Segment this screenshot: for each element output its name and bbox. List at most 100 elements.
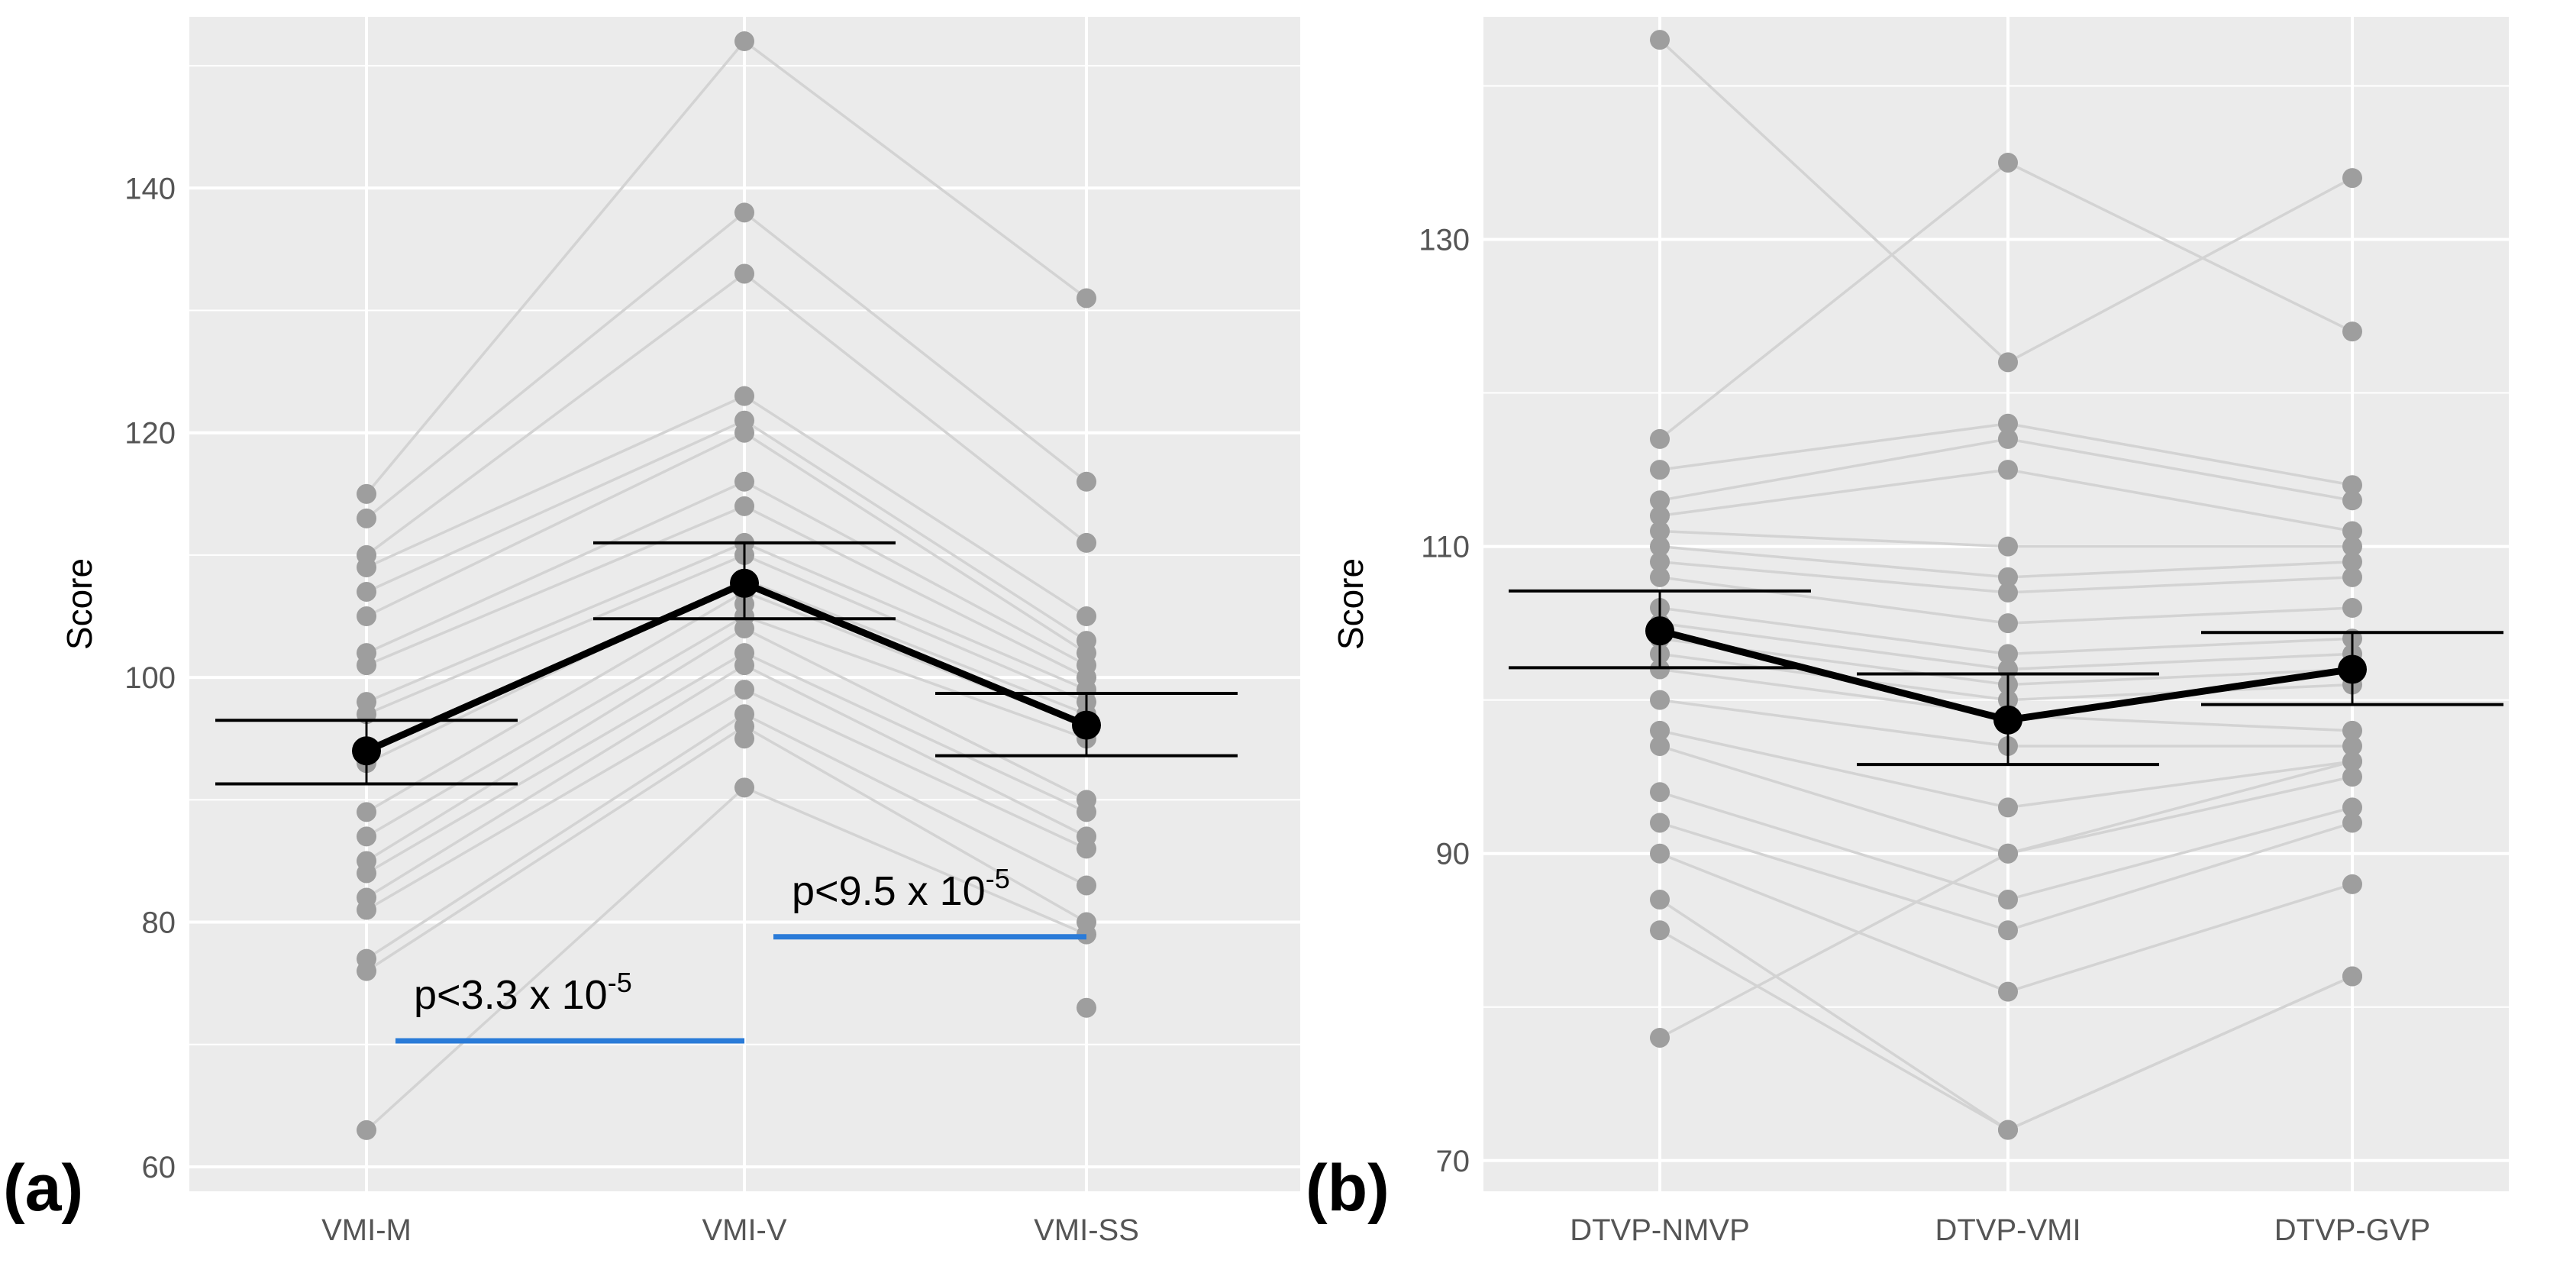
subject-point [1998, 613, 2018, 633]
panel-a: 60 80 100 120 140 VMI-M VMI-V VMI-SS Score p<3.3 … [3, 17, 1300, 1247]
subject-point [1650, 844, 1670, 864]
y-tick-label: 100 [124, 661, 176, 695]
mean-point [1993, 706, 2022, 735]
subject-point [1077, 472, 1096, 492]
p-value-exponent: -5 [986, 863, 1010, 894]
subject-point [734, 496, 754, 516]
y-tick-label: 70 [1436, 1145, 1470, 1178]
panel-b: 70 90 110 130 DTVP-NMVP DTVP-VMI DTVP-GVP Score… [1306, 17, 2509, 1247]
subject-point [1650, 567, 1670, 587]
p-value-label: p<9.5 x 10-5 [792, 863, 1010, 914]
subject-point [1077, 288, 1096, 308]
subject-point [734, 263, 754, 283]
subject-point [2342, 751, 2362, 771]
panel-label: (a) [3, 1152, 83, 1225]
subject-point [734, 472, 754, 492]
subject-point [1650, 782, 1670, 802]
y-tick-label: 80 [142, 906, 176, 940]
subject-point [1650, 1028, 1670, 1048]
subject-point [1998, 982, 2018, 1002]
subject-point [2342, 490, 2362, 510]
subject-point [2342, 967, 2362, 987]
subject-point [734, 777, 754, 797]
subject-point [2342, 321, 2362, 341]
y-tick-label: 60 [142, 1151, 176, 1184]
p-value-label: p<3.3 x 10-5 [414, 967, 632, 1018]
subject-point [1998, 797, 2018, 817]
subject-point [1998, 537, 2018, 557]
subject-point [734, 202, 754, 222]
p-value-exponent: -5 [608, 967, 632, 998]
subject-point [2342, 874, 2362, 894]
subject-point [1998, 844, 2018, 864]
subject-point [1998, 583, 2018, 603]
subject-point [734, 655, 754, 675]
subject-point [734, 729, 754, 748]
subject-point [2342, 813, 2362, 832]
subject-point [1650, 736, 1670, 756]
subject-point [1998, 460, 2018, 480]
subject-point [1998, 352, 2018, 372]
subject-point [734, 31, 754, 51]
panel-label: (b) [1306, 1152, 1390, 1225]
x-tick-label: DTVP-NMVP [1570, 1213, 1750, 1247]
subject-point [1998, 920, 2018, 940]
subject-point [2342, 598, 2362, 618]
subject-point [357, 509, 376, 528]
x-tick-label: VMI-SS [1034, 1213, 1139, 1247]
x-tick-label: VMI-V [702, 1213, 786, 1247]
subject-point [1650, 690, 1670, 710]
subject-point [357, 863, 376, 883]
y-axis-title: Score [60, 558, 99, 650]
y-tick-label: 130 [1419, 224, 1470, 257]
mean-point [1645, 616, 1674, 645]
subject-point [734, 386, 754, 406]
figure: 60 80 100 120 140 VMI-M VMI-V VMI-SS Score p<3.3 … [0, 0, 2576, 1273]
subject-point [734, 680, 754, 700]
subject-point [1077, 533, 1096, 553]
subject-point [1998, 429, 2018, 449]
subject-point [1077, 875, 1096, 895]
subject-point [357, 557, 376, 577]
subject-point [357, 826, 376, 846]
subject-point [1998, 1120, 2018, 1140]
mean-point [730, 569, 759, 598]
subject-point [357, 900, 376, 920]
subject-point [1650, 30, 1670, 50]
mean-point [352, 736, 381, 765]
subject-point [1077, 606, 1096, 626]
subject-point [1077, 802, 1096, 822]
x-tick-label: DTVP-GVP [2274, 1213, 2430, 1247]
y-tick-label: 110 [1421, 531, 1470, 564]
subject-point [2342, 168, 2362, 188]
subject-point [1998, 153, 2018, 173]
subject-point [357, 484, 376, 504]
subject-point [1077, 838, 1096, 858]
x-tick-label: DTVP-VMI [1935, 1213, 2080, 1247]
subject-point [357, 1120, 376, 1140]
subject-point [357, 582, 376, 602]
subject-point [357, 606, 376, 626]
subject-point [1077, 998, 1096, 1018]
subject-point [2342, 567, 2362, 587]
subject-point [1650, 429, 1670, 449]
y-tick-label: 90 [1436, 838, 1470, 871]
subject-point [1650, 920, 1670, 940]
subject-point [1650, 890, 1670, 910]
subject-point [1650, 460, 1670, 480]
y-axis-title: Score [1331, 558, 1370, 650]
subject-point [357, 655, 376, 675]
p-value-text: p<3.3 x 10 [414, 972, 608, 1018]
y-tick-label: 140 [124, 172, 176, 205]
subject-point [1650, 813, 1670, 832]
subject-point [734, 423, 754, 443]
subject-point [357, 802, 376, 822]
subject-point [357, 961, 376, 981]
subject-point [1998, 890, 2018, 910]
y-tick-label: 120 [124, 417, 176, 451]
subject-point [734, 619, 754, 638]
x-tick-label: VMI-M [321, 1213, 412, 1247]
mean-point [1072, 711, 1101, 740]
mean-point [2338, 654, 2367, 683]
p-value-text: p<9.5 x 10 [792, 868, 986, 914]
